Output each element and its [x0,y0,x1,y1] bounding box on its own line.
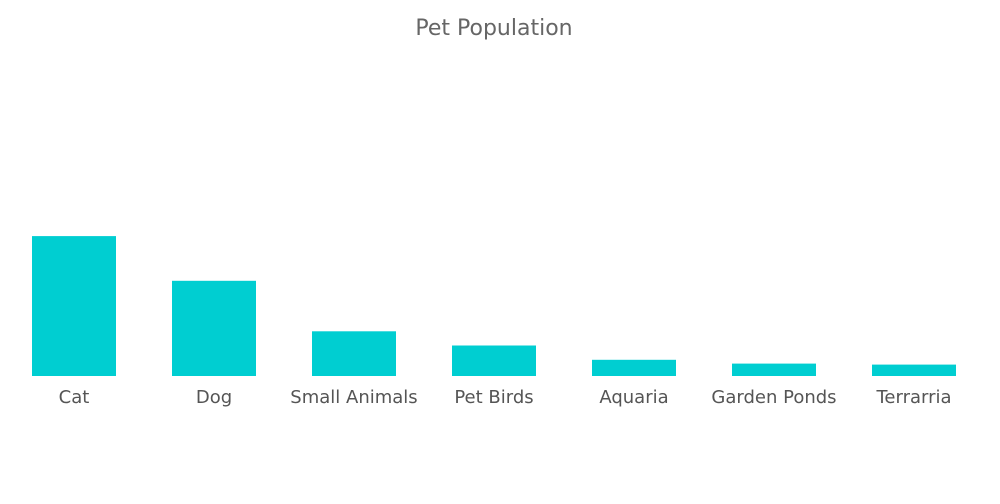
category-label-pet-birds: Pet Birds [454,387,533,408]
category-label-dog: Dog [196,387,232,408]
bar-small-animals [312,331,396,376]
bar-terrarria [872,364,956,376]
bar-dog [172,280,256,376]
category-label-terrarria: Terrarria [875,387,951,408]
bar-cat [32,236,116,376]
chart-title: Pet Population [415,16,573,41]
bar-pet-birds [452,345,536,376]
category-label-aquaria: Aquaria [599,387,668,408]
category-label-small-animals: Small Animals [290,387,417,408]
category-labels-group: Cat Dog Small Animals Pet Birds Aquaria Garde… [59,387,952,408]
bars-group [32,236,956,376]
category-label-garden-ponds: Garden Ponds [711,387,836,408]
bar-aquaria [592,359,676,376]
bar-garden-ponds [732,363,816,376]
category-label-cat: Cat [59,387,90,408]
